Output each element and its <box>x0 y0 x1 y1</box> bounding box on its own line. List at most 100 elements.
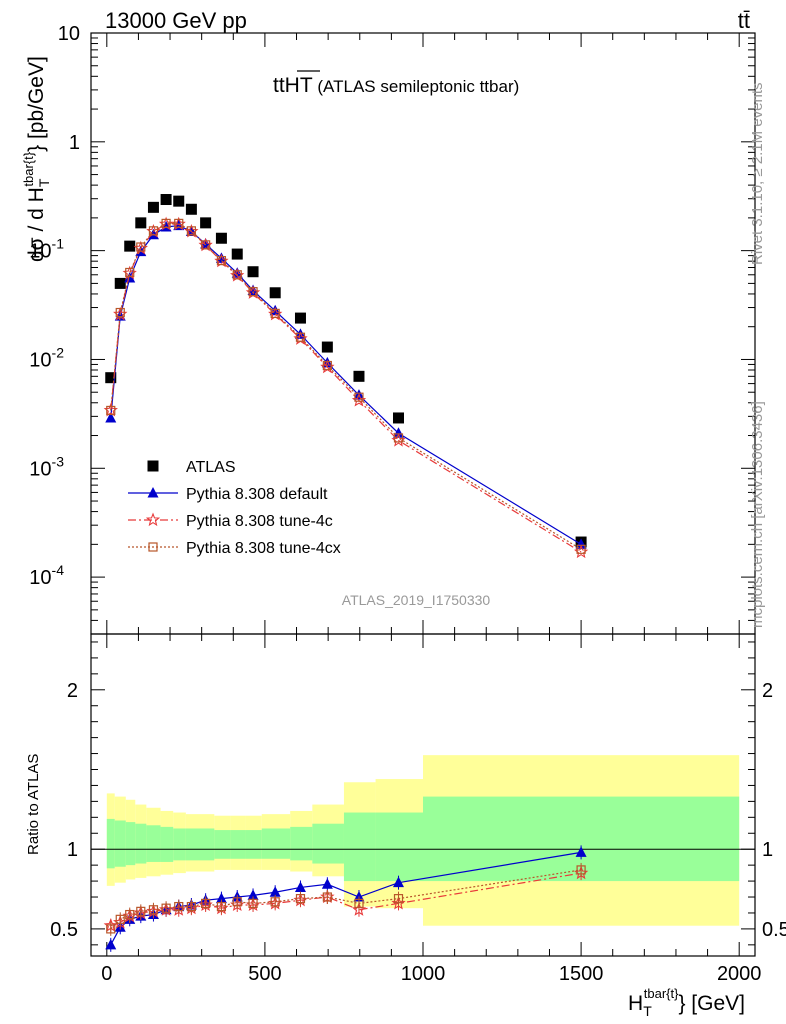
ratio-y-tick-labels: 0.5 0.5 1 1 2 2 <box>50 680 786 941</box>
green-band-bin <box>114 820 126 867</box>
atlas-point <box>173 195 185 207</box>
tune4cx-point <box>136 242 146 252</box>
tune4cx-point <box>248 287 258 297</box>
default-point <box>294 881 306 892</box>
default-point <box>105 938 117 950</box>
main-series-line <box>110 223 582 553</box>
x-tick-label: 2000 <box>717 963 762 985</box>
tune4cx-point <box>216 255 227 266</box>
green-band-bin <box>173 828 186 861</box>
ratio-y-label: Ratio to ATLAS <box>25 754 42 855</box>
ratio-y-tick-label-right: 2 <box>762 680 773 702</box>
atlas-point <box>247 266 259 278</box>
atlas-point <box>353 370 365 382</box>
ratio-y-tick-label: 0.5 <box>50 919 78 941</box>
tune4cx-point <box>270 308 280 319</box>
tune4cx-point <box>201 898 211 908</box>
ratio-series-line <box>110 869 582 930</box>
ratio-series-line <box>110 872 582 927</box>
tune4cx-point <box>115 914 125 924</box>
atlas-point <box>200 217 212 229</box>
tune4cx-point <box>393 433 404 443</box>
main-y-tick-label: 10-3 <box>29 453 64 480</box>
plot-title: ttHT (ATLAS semileptonic ttbar) <box>273 74 519 97</box>
green-band-bin <box>375 812 423 882</box>
main-y-tick-label: 10-2 <box>29 344 64 371</box>
atlas-point <box>114 277 126 289</box>
atlas-point <box>105 372 117 384</box>
header-left: 13000 GeV pp <box>105 8 247 33</box>
axis-ticks <box>91 32 755 956</box>
default-point <box>392 876 404 888</box>
analysis-id: ATLAS_2019_I1750330 <box>342 592 491 608</box>
atlas-point <box>215 232 227 244</box>
data-series <box>103 194 589 952</box>
tune4cx-point <box>232 897 242 907</box>
tune4cx-point <box>322 892 332 902</box>
tune4cx-point <box>322 360 332 371</box>
default-point <box>215 252 227 263</box>
tune4cx-point <box>295 332 306 342</box>
tune4cx-point <box>106 924 116 934</box>
atlas-point <box>147 201 159 213</box>
tune4cx-point <box>115 307 125 318</box>
x-tick-label: 500 <box>248 963 281 985</box>
tune4cx-point <box>576 865 586 875</box>
default-point <box>215 892 227 904</box>
atlas-point <box>269 287 281 299</box>
tune4cx-point <box>354 392 364 402</box>
tune4cx-point <box>270 897 280 907</box>
tune4cx-point <box>136 906 146 916</box>
main-y-tick-label: 10 <box>58 23 80 45</box>
tune4cx-point <box>148 226 159 236</box>
x-tick-label: 1000 <box>401 963 446 985</box>
main-y-label: dσ / d HTtbar{t}} [pb/GeV] <box>21 56 52 262</box>
tune4cx-point <box>354 898 364 908</box>
tune4cx-point <box>161 903 171 913</box>
green-band-bin <box>312 823 344 864</box>
legend: ATLAS Pythia 8.308 default Pythia 8.308 tu… <box>128 459 341 557</box>
x-tick-labels: 0 500 1000 1500 2000 <box>101 963 761 985</box>
legend-label: Pythia 8.308 tune-4c <box>186 513 333 530</box>
x-tick-label: 1500 <box>559 963 604 985</box>
uncertainty-bands <box>106 755 740 926</box>
rivet-label: Rivet 3.1.10, ≥ 2.1M events <box>749 83 766 266</box>
green-band-bin <box>185 828 199 861</box>
green-band-bin <box>230 830 246 859</box>
ratio-y-tick-label: 2 <box>67 680 78 702</box>
green-band-bin <box>146 825 161 862</box>
atlas-point <box>321 341 333 353</box>
tune4cx-point <box>161 218 171 228</box>
default-point <box>231 267 243 278</box>
atlas-point <box>147 460 159 472</box>
green-band-bin <box>290 826 313 861</box>
tune4cx-point <box>232 270 242 280</box>
default-point <box>105 411 117 423</box>
tune4cx-point <box>201 240 211 250</box>
x-axis-label: HTtbar{t}} [GeV] <box>628 986 745 1019</box>
green-band-bin <box>135 823 147 864</box>
green-band-bin <box>160 826 174 862</box>
atlas-point <box>135 217 147 229</box>
tune4cx-point <box>106 405 116 416</box>
atlas-point <box>231 248 243 260</box>
default-point <box>575 846 587 857</box>
tune4cx-point <box>174 218 184 228</box>
green-band-bin <box>343 812 376 882</box>
legend-label: Pythia 8.308 tune-4cx <box>186 540 341 557</box>
default-point <box>575 538 587 549</box>
tune4cx-point <box>295 894 306 904</box>
default-point <box>247 889 259 900</box>
green-band-bin <box>106 818 115 869</box>
main-y-tick-label: 1 <box>69 132 80 154</box>
atlas-point <box>294 312 306 324</box>
tune4cx-point <box>186 901 196 912</box>
tune4cx-point <box>148 542 158 552</box>
atlas-point <box>185 203 197 215</box>
ratio-y-tick-label-right: 1 <box>762 839 773 861</box>
green-band-bin <box>245 830 262 859</box>
tune4cx-point <box>148 905 159 915</box>
atlas-point <box>392 412 404 424</box>
main-y-tick-label: 10-1 <box>29 236 64 263</box>
